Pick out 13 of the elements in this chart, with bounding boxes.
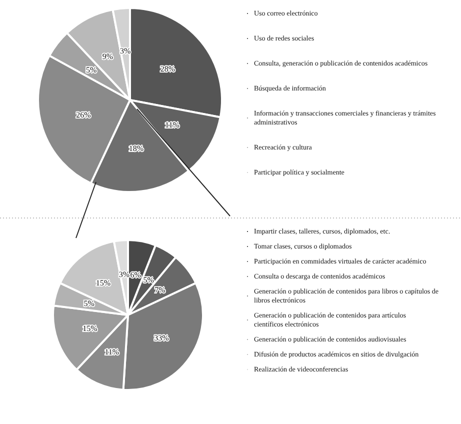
data-label: 5%	[86, 65, 97, 74]
data-label: 33%	[154, 333, 170, 342]
data-label: 15%	[96, 278, 111, 288]
data-label: 26%	[76, 110, 92, 120]
data-label: 28%	[160, 64, 176, 74]
data-label: 11%	[104, 348, 120, 357]
data-label: 15%	[82, 324, 98, 334]
data-label: 3%	[120, 46, 132, 56]
data-label: 7%	[154, 286, 166, 295]
data-label: 5%	[143, 276, 154, 285]
data-label: 18%	[128, 144, 144, 154]
data-label: 9%	[102, 52, 114, 61]
data-label: 5%	[84, 299, 95, 308]
